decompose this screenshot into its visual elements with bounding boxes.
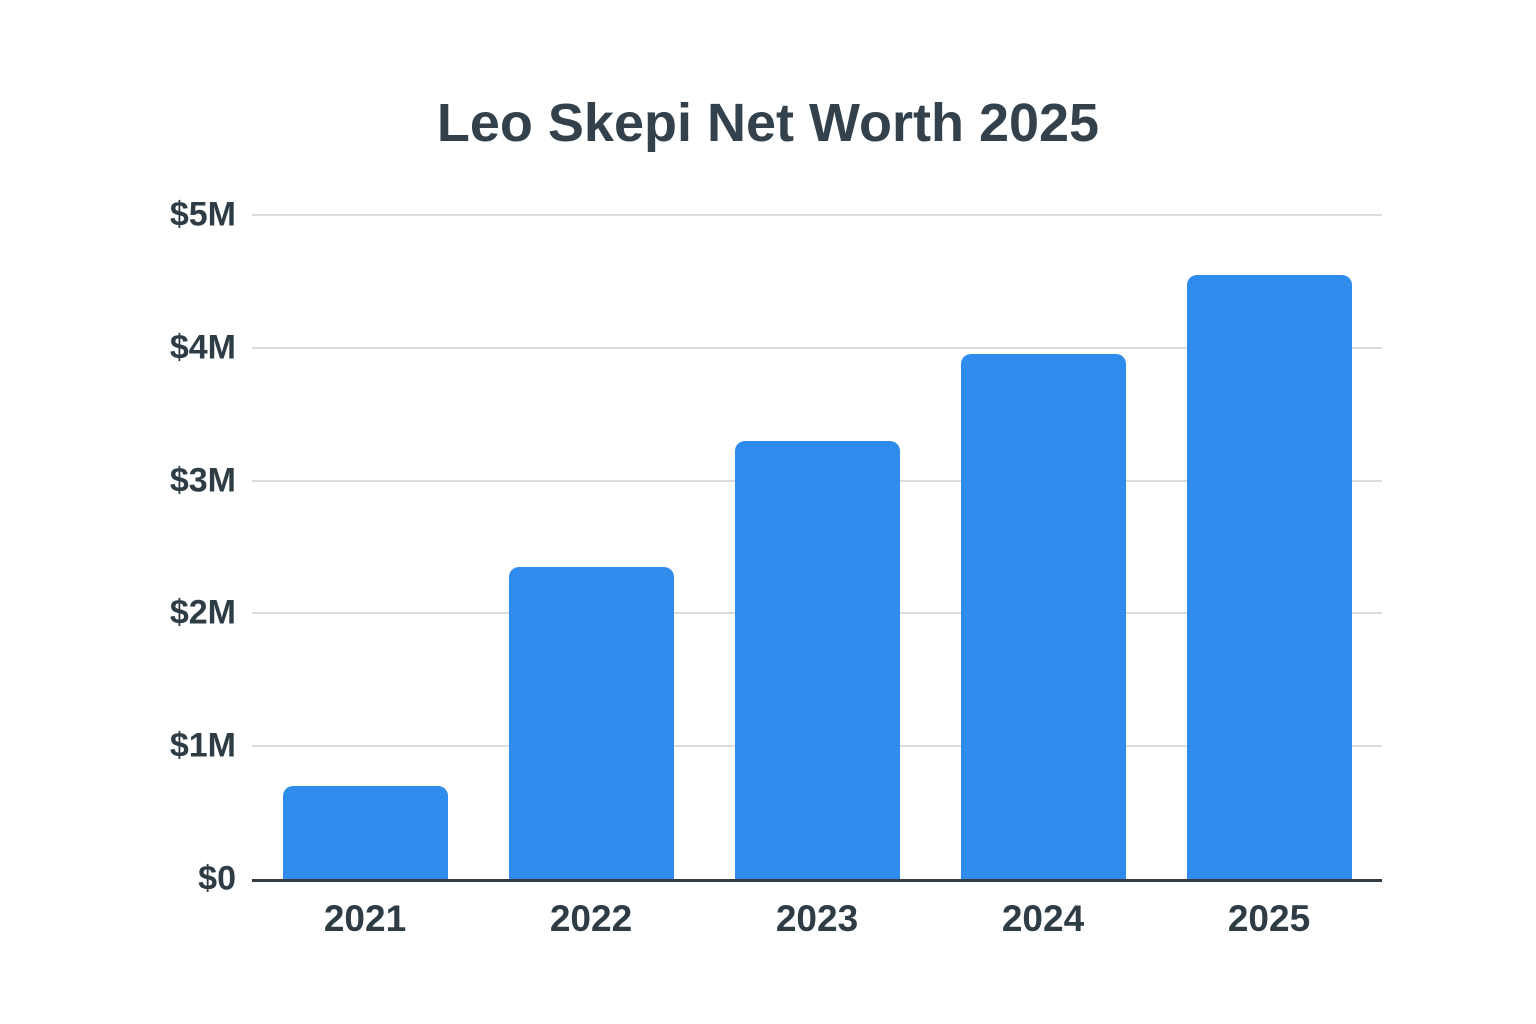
y-axis-tick-label: $5M — [169, 195, 236, 234]
chart-title: Leo Skepi Net Worth 2025 — [436, 93, 1100, 153]
y-axis-tick-label: $0 — [198, 859, 236, 898]
plot-area — [252, 214, 1382, 882]
y-axis-tick-label: $4M — [169, 328, 236, 367]
gridline-4m — [252, 346, 1382, 349]
gridline-5m — [252, 214, 1382, 216]
y-axis: $0 $1M $2M $3M $4M $5M — [0, 196, 236, 898]
y-axis-tick-label: $3M — [169, 461, 236, 500]
y-axis-tick-label: $2M — [169, 593, 236, 632]
bar-2025 — [1186, 274, 1352, 879]
x-axis-label-2023: 2023 — [775, 898, 859, 939]
bar-2023 — [734, 440, 900, 879]
bar-2022 — [508, 566, 674, 879]
x-axis-label-2021: 2021 — [323, 898, 407, 939]
x-axis-label-2024: 2024 — [1001, 898, 1085, 939]
x-axis: 2021 2022 2023 2024 2025 — [252, 898, 1382, 940]
x-axis-label-2022: 2022 — [549, 898, 633, 939]
y-axis-tick-label: $1M — [169, 726, 236, 765]
x-axis-label-2025: 2025 — [1227, 898, 1311, 939]
bar-2024 — [960, 354, 1126, 879]
bar-2021 — [282, 786, 448, 879]
